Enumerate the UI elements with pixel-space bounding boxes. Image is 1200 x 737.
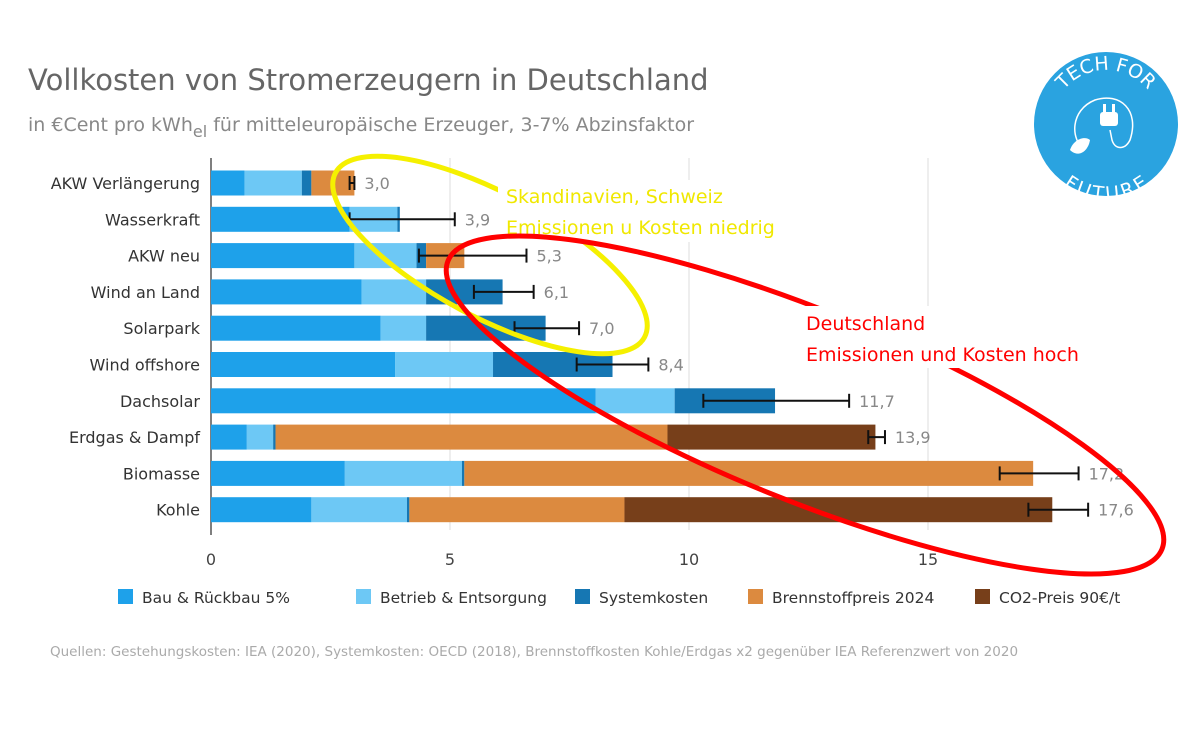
bar-segment — [354, 243, 417, 269]
bar-segment — [244, 170, 302, 196]
bar-segment — [211, 424, 247, 450]
bar-segment — [211, 497, 312, 523]
legend-swatch — [118, 589, 133, 604]
category-label: Wind an Land — [91, 283, 200, 302]
error-bars: 3,03,95,36,17,08,411,713,917,217,6 — [348, 174, 1134, 520]
yellow-annotation-line2: Emissionen u Kosten niedrig — [506, 217, 775, 239]
total-label: 6,1 — [544, 283, 569, 302]
total-label: 11,7 — [859, 392, 895, 411]
bar-segment — [344, 460, 462, 486]
legend-label: Betrieb & Entsorgung — [380, 589, 547, 607]
category-label: AKW neu — [128, 247, 200, 266]
tech-for-future-logo: TECH FOR FUTURE — [1034, 52, 1178, 205]
legend-label: Bau & Rückbau 5% — [142, 589, 290, 607]
chart-subtitle: in €Cent pro kWhel für mitteleuropäische… — [28, 114, 694, 141]
bar-segment — [464, 460, 1034, 486]
bar-segment — [380, 315, 427, 341]
bar-segment — [211, 388, 596, 414]
bar-segment — [211, 206, 350, 232]
chart-title: Vollkosten von Stromerzeugern in Deutsch… — [28, 63, 709, 97]
x-tick-label: 5 — [445, 550, 455, 569]
bar-segment — [667, 424, 876, 450]
bar-segment — [211, 243, 355, 269]
bar-segment — [246, 424, 274, 450]
bar-segment — [595, 388, 675, 414]
category-label: Wind offshore — [90, 356, 200, 375]
legend: Bau & Rückbau 5% Betrieb & Entsorgung Syst… — [118, 589, 1120, 607]
bar-segment — [461, 460, 465, 486]
bar-segment — [211, 460, 345, 486]
legend-swatch — [748, 589, 763, 604]
bar-segment — [211, 315, 381, 341]
total-label: 5,3 — [536, 247, 561, 266]
category-label: Dachsolar — [120, 392, 200, 411]
total-label: 3,9 — [465, 210, 490, 229]
category-label: Kohle — [156, 501, 200, 520]
category-label: Erdgas & Dampf — [69, 428, 200, 447]
total-label: 8,4 — [658, 356, 683, 375]
category-label: Biomasse — [123, 464, 200, 483]
bar-segment — [275, 424, 668, 450]
plug-leaf-icon — [1070, 97, 1134, 154]
legend-swatch — [356, 589, 371, 604]
bar-segment — [273, 424, 276, 450]
yellow-label-bg — [498, 180, 816, 242]
total-label: 13,9 — [895, 428, 931, 447]
legend-label: Systemkosten — [599, 589, 708, 607]
legend-label: Brennstoffpreis 2024 — [772, 589, 934, 607]
category-label: AKW Verlängerung — [51, 174, 200, 193]
legend-label: CO2-Preis 90€/t — [999, 589, 1120, 607]
bar-segment — [311, 497, 407, 523]
legend-swatch — [975, 589, 990, 604]
total-label: 3,0 — [364, 174, 389, 193]
bar-segment — [211, 279, 362, 305]
yellow-annotation-line1: Skandinavien, Schweiz — [506, 186, 723, 208]
total-label: 7,0 — [589, 319, 614, 338]
legend-swatch — [575, 589, 590, 604]
category-label: Wasserkraft — [105, 210, 200, 229]
category-labels: AKW Verlängerung Wasserkraft AKW neu Wind a… — [51, 174, 201, 520]
bar-segment — [406, 497, 410, 523]
total-label: 17,6 — [1098, 501, 1134, 520]
bar-segment — [211, 352, 396, 377]
x-tick-label: 0 — [206, 550, 216, 569]
bar-segment — [301, 170, 312, 196]
red-annotation-line1: Deutschland — [806, 313, 925, 335]
bar-segment — [395, 352, 494, 377]
bar-segment — [211, 170, 245, 196]
bar-segment — [409, 497, 625, 523]
x-tick-label: 15 — [918, 550, 938, 569]
category-label: Solarpark — [123, 319, 200, 338]
x-tick-label: 10 — [679, 550, 699, 569]
source-note: Quellen: Gestehungskosten: IEA (2020), S… — [50, 644, 1018, 660]
red-label-bg — [800, 306, 1120, 368]
red-annotation-line2: Emissionen und Kosten hoch — [806, 344, 1079, 366]
